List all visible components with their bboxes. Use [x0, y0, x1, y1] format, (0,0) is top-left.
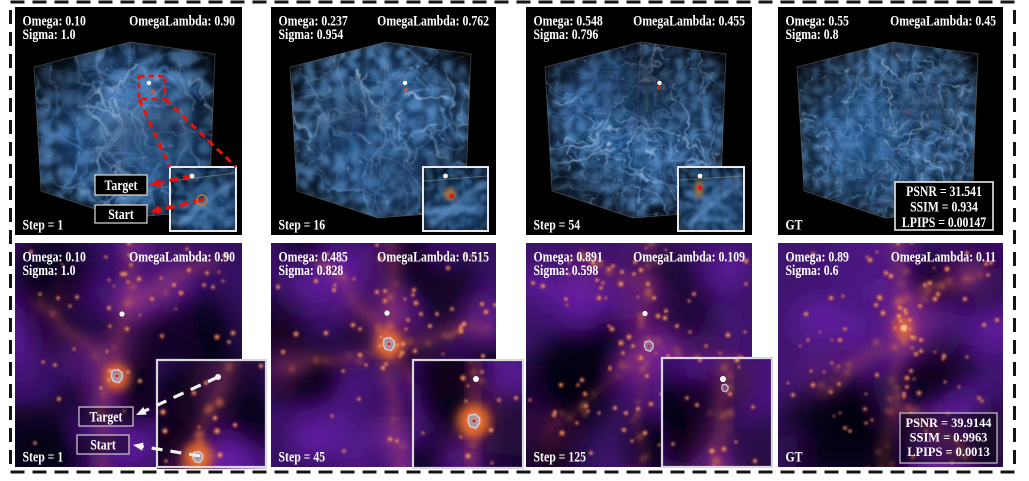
- svg-text:Target: Target: [105, 177, 139, 193]
- svg-text:Step = 45: Step = 45: [279, 448, 326, 464]
- svg-text:OmegaLambda: 0.515: OmegaLambda: 0.515: [377, 248, 489, 264]
- svg-text:OmegaLambda: 0.455: OmegaLambda: 0.455: [633, 12, 745, 28]
- svg-text:Omega: 0.891: Omega: 0.891: [534, 248, 603, 264]
- svg-text:Sigma: 1.0: Sigma: 1.0: [23, 262, 76, 278]
- svg-text:GT: GT: [786, 448, 803, 464]
- svg-text:OmegaLambda: 0.762: OmegaLambda: 0.762: [377, 12, 489, 28]
- svg-text:PSNR = 31.541: PSNR = 31.541: [906, 183, 982, 199]
- svg-text:SSIM = 0.934: SSIM = 0.934: [910, 198, 978, 214]
- svg-text:Sigma: 0.828: Sigma: 0.828: [279, 262, 344, 278]
- svg-text:Sigma: 0.598: Sigma: 0.598: [534, 262, 599, 278]
- svg-text:Omega: 0.548: Omega: 0.548: [534, 12, 604, 28]
- svg-text:Omega: 0.10: Omega: 0.10: [23, 12, 87, 28]
- svg-text:Sigma: 0.8: Sigma: 0.8: [786, 26, 839, 42]
- svg-text:Sigma: 0.6: Sigma: 0.6: [786, 262, 839, 278]
- svg-text:Step = 1: Step = 1: [23, 216, 64, 232]
- svg-text:Sigma: 0.954: Sigma: 0.954: [279, 26, 344, 42]
- svg-text:Step = 1: Step = 1: [23, 448, 64, 464]
- svg-text:SSIM = 0.9963: SSIM = 0.9963: [910, 430, 988, 444]
- svg-text:OmegaLambda: 0.45: OmegaLambda: 0.45: [890, 12, 996, 28]
- svg-text:Start: Start: [90, 436, 116, 452]
- svg-text:Omega: 0.55: Omega: 0.55: [786, 12, 850, 28]
- svg-text:Step = 16: Step = 16: [279, 216, 326, 232]
- svg-text:Start: Start: [108, 206, 134, 222]
- svg-text:Step = 54: Step = 54: [534, 216, 581, 232]
- svg-text:OmegaLambda: 0.11: OmegaLambda: 0.11: [891, 248, 996, 264]
- svg-text:LPIPS = 0.0013: LPIPS = 0.0013: [907, 445, 990, 459]
- svg-text:Sigma: 1.0: Sigma: 1.0: [23, 26, 76, 42]
- svg-text:OmegaLambda: 0.90: OmegaLambda: 0.90: [129, 248, 235, 264]
- svg-text:GT: GT: [786, 216, 803, 232]
- svg-text:Omega: 0.89: Omega: 0.89: [786, 248, 850, 264]
- svg-text:Omega: 0.485: Omega: 0.485: [279, 248, 349, 264]
- svg-text:Omega: 0.237: Omega: 0.237: [279, 12, 349, 28]
- svg-text:Step = 125: Step = 125: [534, 448, 587, 464]
- svg-text:LPIPS = 0.00147: LPIPS = 0.00147: [902, 214, 987, 230]
- svg-text:Target: Target: [90, 408, 124, 424]
- svg-text:Omega: 0.10: Omega: 0.10: [23, 248, 87, 264]
- svg-text:OmegaLambda: 0.109: OmegaLambda: 0.109: [633, 248, 745, 264]
- svg-text:PSNR = 39.9144: PSNR = 39.9144: [906, 416, 993, 430]
- svg-text:Sigma: 0.796: Sigma: 0.796: [534, 26, 599, 42]
- svg-text:OmegaLambda: 0.90: OmegaLambda: 0.90: [129, 12, 235, 28]
